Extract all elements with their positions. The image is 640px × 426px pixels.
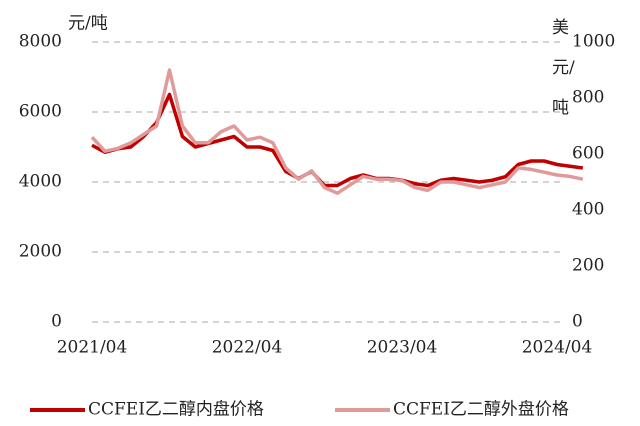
y2-tick-label: 400 [572,200,604,220]
y2-tick-label: 600 [572,144,604,164]
y2-axis-unit: 美元/吨 [552,18,575,118]
x-tick-label: 2023/04 [367,338,438,358]
y2-tick-label: 1000 [572,32,615,52]
x-tick-label: 2021/04 [57,338,128,358]
legend-label: CCFEI乙二醇外盘价格 [393,400,569,420]
x-tick-label: 2024/04 [522,338,593,358]
legend-label: CCFEI乙二醇内盘价格 [88,400,264,420]
y-tick-label: 8000 [19,32,62,52]
y-tick-label: 4000 [19,172,62,192]
y2-tick-label: 0 [572,312,583,332]
y2-tick-label: 800 [572,88,604,108]
x-tick-label: 2022/04 [212,338,283,358]
y-tick-label: 2000 [19,242,62,262]
y2-tick-label: 200 [572,256,604,276]
series-line [90,68,584,195]
y-tick-label: 6000 [19,102,62,122]
y-tick-label: 0 [51,312,62,332]
y-axis-unit: 元/吨 [68,14,108,34]
series-line [91,92,584,188]
